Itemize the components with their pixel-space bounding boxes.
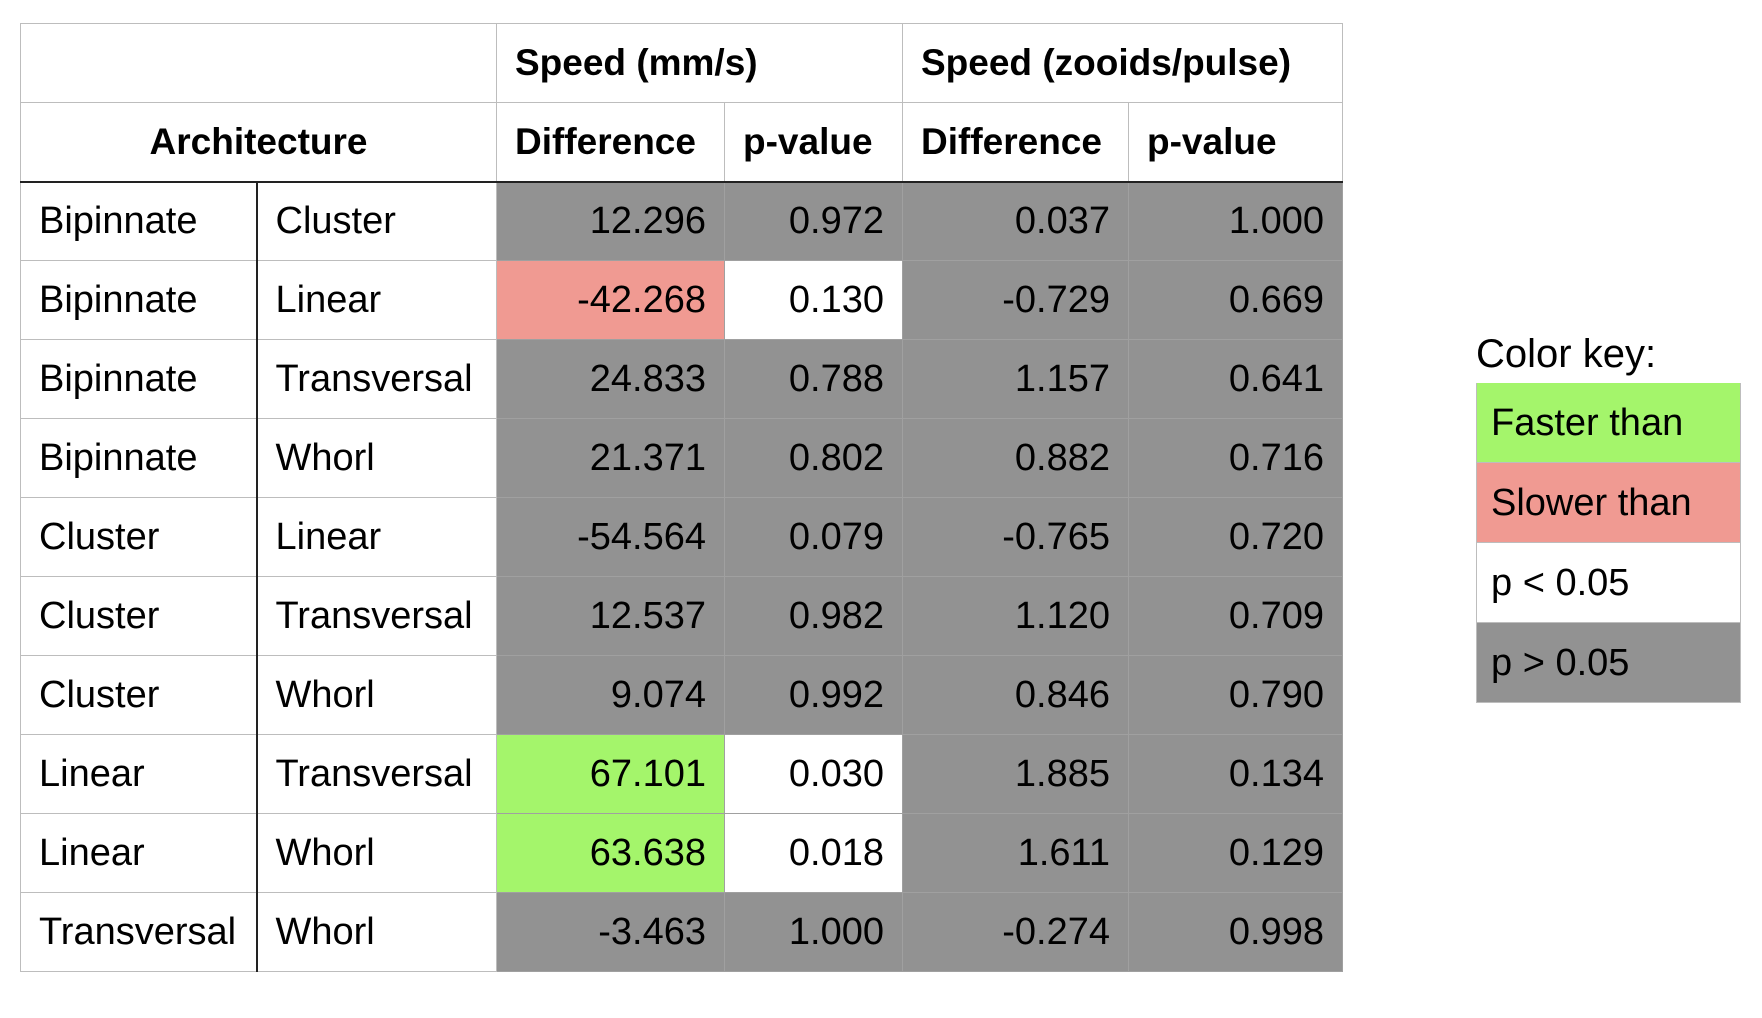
architecture-a-cell: Transversal: [20, 892, 258, 972]
header-speed-zooids: Speed (zooids/pulse): [902, 23, 1343, 103]
zooids-pvalue-cell: 0.129: [1128, 813, 1343, 893]
mm-difference-cell: 24.833: [496, 339, 725, 419]
architecture-a-cell: Bipinnate: [20, 260, 258, 340]
architecture-b-cell: Linear: [256, 497, 497, 577]
header-speed-mm: Speed (mm/s): [496, 23, 903, 103]
zooids-pvalue-cell: 0.669: [1128, 260, 1343, 340]
color-key: Color key: Faster than Slower than p < 0.0…: [1476, 325, 1741, 703]
mm-difference-cell: 21.371: [496, 418, 725, 498]
table-body: Speed (mm/s) Speed (zooids/pulse) Archit…: [20, 23, 1343, 972]
zooids-difference-cell: 0.882: [902, 418, 1129, 498]
table-row: Bipinnate Transversal 24.833 0.788 1.157 0.64…: [20, 339, 1343, 419]
header-zooids-pvalue: p-value: [1128, 102, 1343, 183]
zooids-pvalue-cell: 0.790: [1128, 655, 1343, 735]
table-row: Linear Whorl 63.638 0.018 1.611 0.129: [20, 813, 1343, 893]
zooids-difference-cell: 0.037: [902, 181, 1129, 261]
mm-pvalue-cell: 0.992: [724, 655, 903, 735]
architecture-b-cell: Whorl: [256, 813, 497, 893]
header-empty-cell: [20, 23, 497, 103]
zooids-pvalue-cell: 0.709: [1128, 576, 1343, 656]
mm-pvalue-cell: 0.030: [724, 734, 903, 814]
architecture-b-cell: Transversal: [256, 339, 497, 419]
mm-difference-cell: -3.463: [496, 892, 725, 972]
mm-pvalue-cell: 0.079: [724, 497, 903, 577]
header-row-columns: Architecture Difference p-value Differen…: [20, 102, 1343, 183]
architecture-a-cell: Linear: [20, 813, 258, 893]
zooids-difference-cell: 1.611: [902, 813, 1129, 893]
zooids-pvalue-cell: 0.998: [1128, 892, 1343, 972]
table-row: Bipinnate Whorl 21.371 0.802 0.882 0.716: [20, 418, 1343, 498]
table-row: Bipinnate Linear -42.268 0.130 -0.729 0.669: [20, 260, 1343, 340]
color-key-title: Color key:: [1476, 332, 1657, 376]
architecture-b-cell: Whorl: [256, 418, 497, 498]
zooids-difference-cell: 1.885: [902, 734, 1129, 814]
mm-difference-cell: 67.101: [496, 734, 725, 814]
table-row: Bipinnate Cluster 12.296 0.972 0.037 1.000: [20, 181, 1343, 261]
mm-difference-cell: -42.268: [496, 260, 725, 340]
header-architecture: Architecture: [20, 102, 497, 183]
architecture-a-cell: Cluster: [20, 655, 258, 735]
zooids-difference-cell: -0.274: [902, 892, 1129, 972]
header-zooids-difference: Difference: [902, 102, 1129, 183]
architecture-b-cell: Linear: [256, 260, 497, 340]
zooids-difference-cell: 0.846: [902, 655, 1129, 735]
header-mm-difference: Difference: [496, 102, 725, 183]
zooids-difference-cell: 1.157: [902, 339, 1129, 419]
color-key-item: p < 0.05: [1476, 543, 1741, 623]
header-row-groups: Speed (mm/s) Speed (zooids/pulse): [20, 23, 1343, 103]
mm-pvalue-cell: 0.982: [724, 576, 903, 656]
mm-difference-cell: 12.296: [496, 181, 725, 261]
zooids-difference-cell: -0.729: [902, 260, 1129, 340]
table-row: Cluster Whorl 9.074 0.992 0.846 0.790: [20, 655, 1343, 735]
architecture-b-cell: Whorl: [256, 892, 497, 972]
mm-pvalue-cell: 1.000: [724, 892, 903, 972]
table-row: Transversal Whorl -3.463 1.000 -0.274 0.998: [20, 892, 1343, 972]
architecture-b-cell: Transversal: [256, 734, 497, 814]
architecture-b-cell: Whorl: [256, 655, 497, 735]
zooids-pvalue-cell: 0.720: [1128, 497, 1343, 577]
color-key-item: p > 0.05: [1476, 623, 1741, 703]
zooids-pvalue-cell: 0.716: [1128, 418, 1343, 498]
mm-pvalue-cell: 0.788: [724, 339, 903, 419]
mm-pvalue-cell: 0.130: [724, 260, 903, 340]
table-row: Cluster Transversal 12.537 0.982 1.120 0.709: [20, 576, 1343, 656]
zooids-pvalue-cell: 1.000: [1128, 181, 1343, 261]
architecture-a-cell: Bipinnate: [20, 339, 258, 419]
table-row: Linear Transversal 67.101 0.030 1.885 0.134: [20, 734, 1343, 814]
architecture-b-cell: Transversal: [256, 576, 497, 656]
zooids-pvalue-cell: 0.134: [1128, 734, 1343, 814]
mm-difference-cell: 12.537: [496, 576, 725, 656]
header-mm-pvalue: p-value: [724, 102, 903, 183]
mm-difference-cell: -54.564: [496, 497, 725, 577]
zooids-pvalue-cell: 0.641: [1128, 339, 1343, 419]
architecture-a-cell: Cluster: [20, 576, 258, 656]
architecture-a-cell: Linear: [20, 734, 258, 814]
architecture-a-cell: Bipinnate: [20, 181, 258, 261]
comparison-table: Speed (mm/s) Speed (zooids/pulse) Archit…: [20, 23, 1343, 972]
mm-pvalue-cell: 0.018: [724, 813, 903, 893]
mm-pvalue-cell: 0.972: [724, 181, 903, 261]
color-key-item: Faster than: [1476, 383, 1741, 463]
architecture-a-cell: Bipinnate: [20, 418, 258, 498]
table-row: Cluster Linear -54.564 0.079 -0.765 0.720: [20, 497, 1343, 577]
mm-difference-cell: 9.074: [496, 655, 725, 735]
mm-difference-cell: 63.638: [496, 813, 725, 893]
architecture-b-cell: Cluster: [256, 181, 497, 261]
zooids-difference-cell: -0.765: [902, 497, 1129, 577]
color-key-item: Slower than: [1476, 463, 1741, 543]
zooids-difference-cell: 1.120: [902, 576, 1129, 656]
architecture-a-cell: Cluster: [20, 497, 258, 577]
mm-pvalue-cell: 0.802: [724, 418, 903, 498]
